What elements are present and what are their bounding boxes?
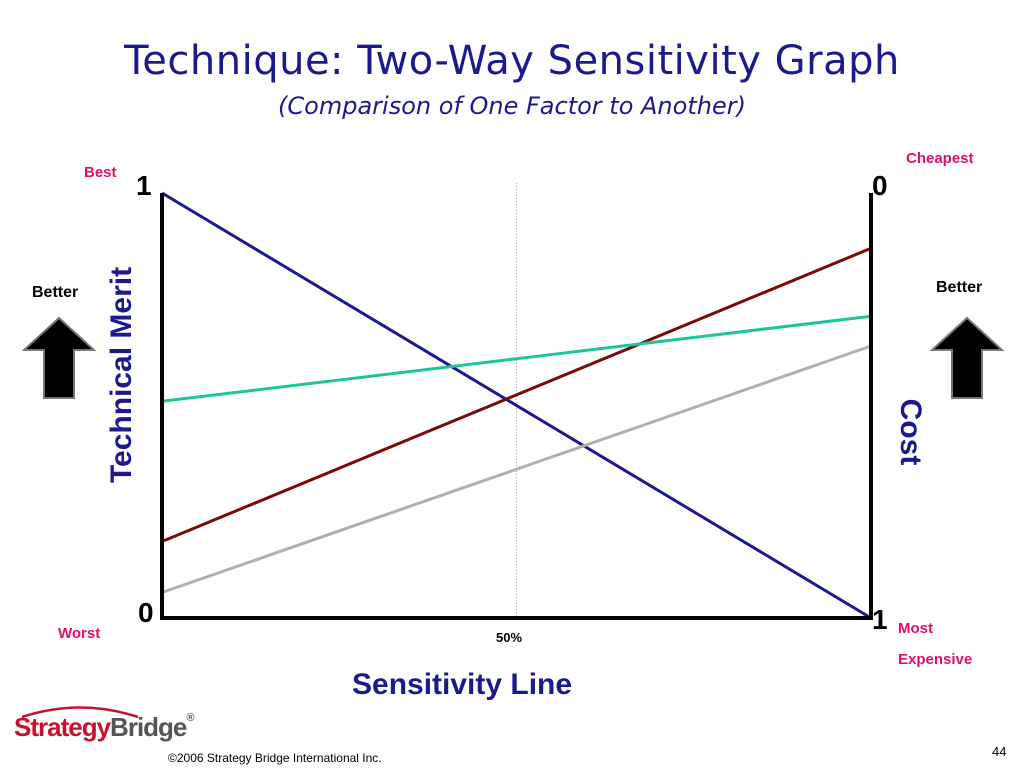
left-axis-title: Technical Merit <box>105 266 138 484</box>
series-group <box>161 191 872 620</box>
series-line-4 <box>161 344 872 594</box>
left-axis-bottom-tick: 0 <box>138 597 154 628</box>
left-axis-top-tick: 1 <box>136 170 152 201</box>
expensive-label: Expensive <box>898 651 973 668</box>
better-label-left: Better <box>32 284 79 301</box>
midline-label: 50% <box>496 630 523 645</box>
slide-subtitle: (Comparison of One Factor to Another) <box>278 92 746 120</box>
most-label: Most <box>898 620 933 637</box>
worst-label: Worst <box>58 625 101 642</box>
logo-arc-icon <box>21 706 139 718</box>
better-label-right: Better <box>936 279 983 296</box>
page-number: 44 <box>992 744 1007 759</box>
up-arrow-icon <box>930 316 1004 399</box>
x-axis-title: Sensitivity Line <box>352 668 573 701</box>
copyright-text: ©2006 Strategy Bridge International Inc. <box>168 751 382 765</box>
right-axis-top-tick: 0 <box>872 170 888 201</box>
up-arrow-icon <box>22 316 96 399</box>
cheapest-label: Cheapest <box>906 150 974 167</box>
best-label: Best <box>84 164 117 181</box>
series-line-3 <box>161 314 872 403</box>
logo-part1: Strategy <box>14 712 111 742</box>
right-axis-title: Cost <box>894 398 927 466</box>
series-line-1 <box>161 191 872 620</box>
strategy-bridge-logo: StrategyBridge® <box>14 712 195 743</box>
logo-mark: ® <box>186 712 194 724</box>
right-axis-bottom-tick: 1 <box>872 604 888 635</box>
logo-part2: Bridge <box>110 712 187 742</box>
slide-title: Technique: Two-Way Sensitivity Graph <box>124 38 900 84</box>
series-line-2 <box>161 246 872 543</box>
